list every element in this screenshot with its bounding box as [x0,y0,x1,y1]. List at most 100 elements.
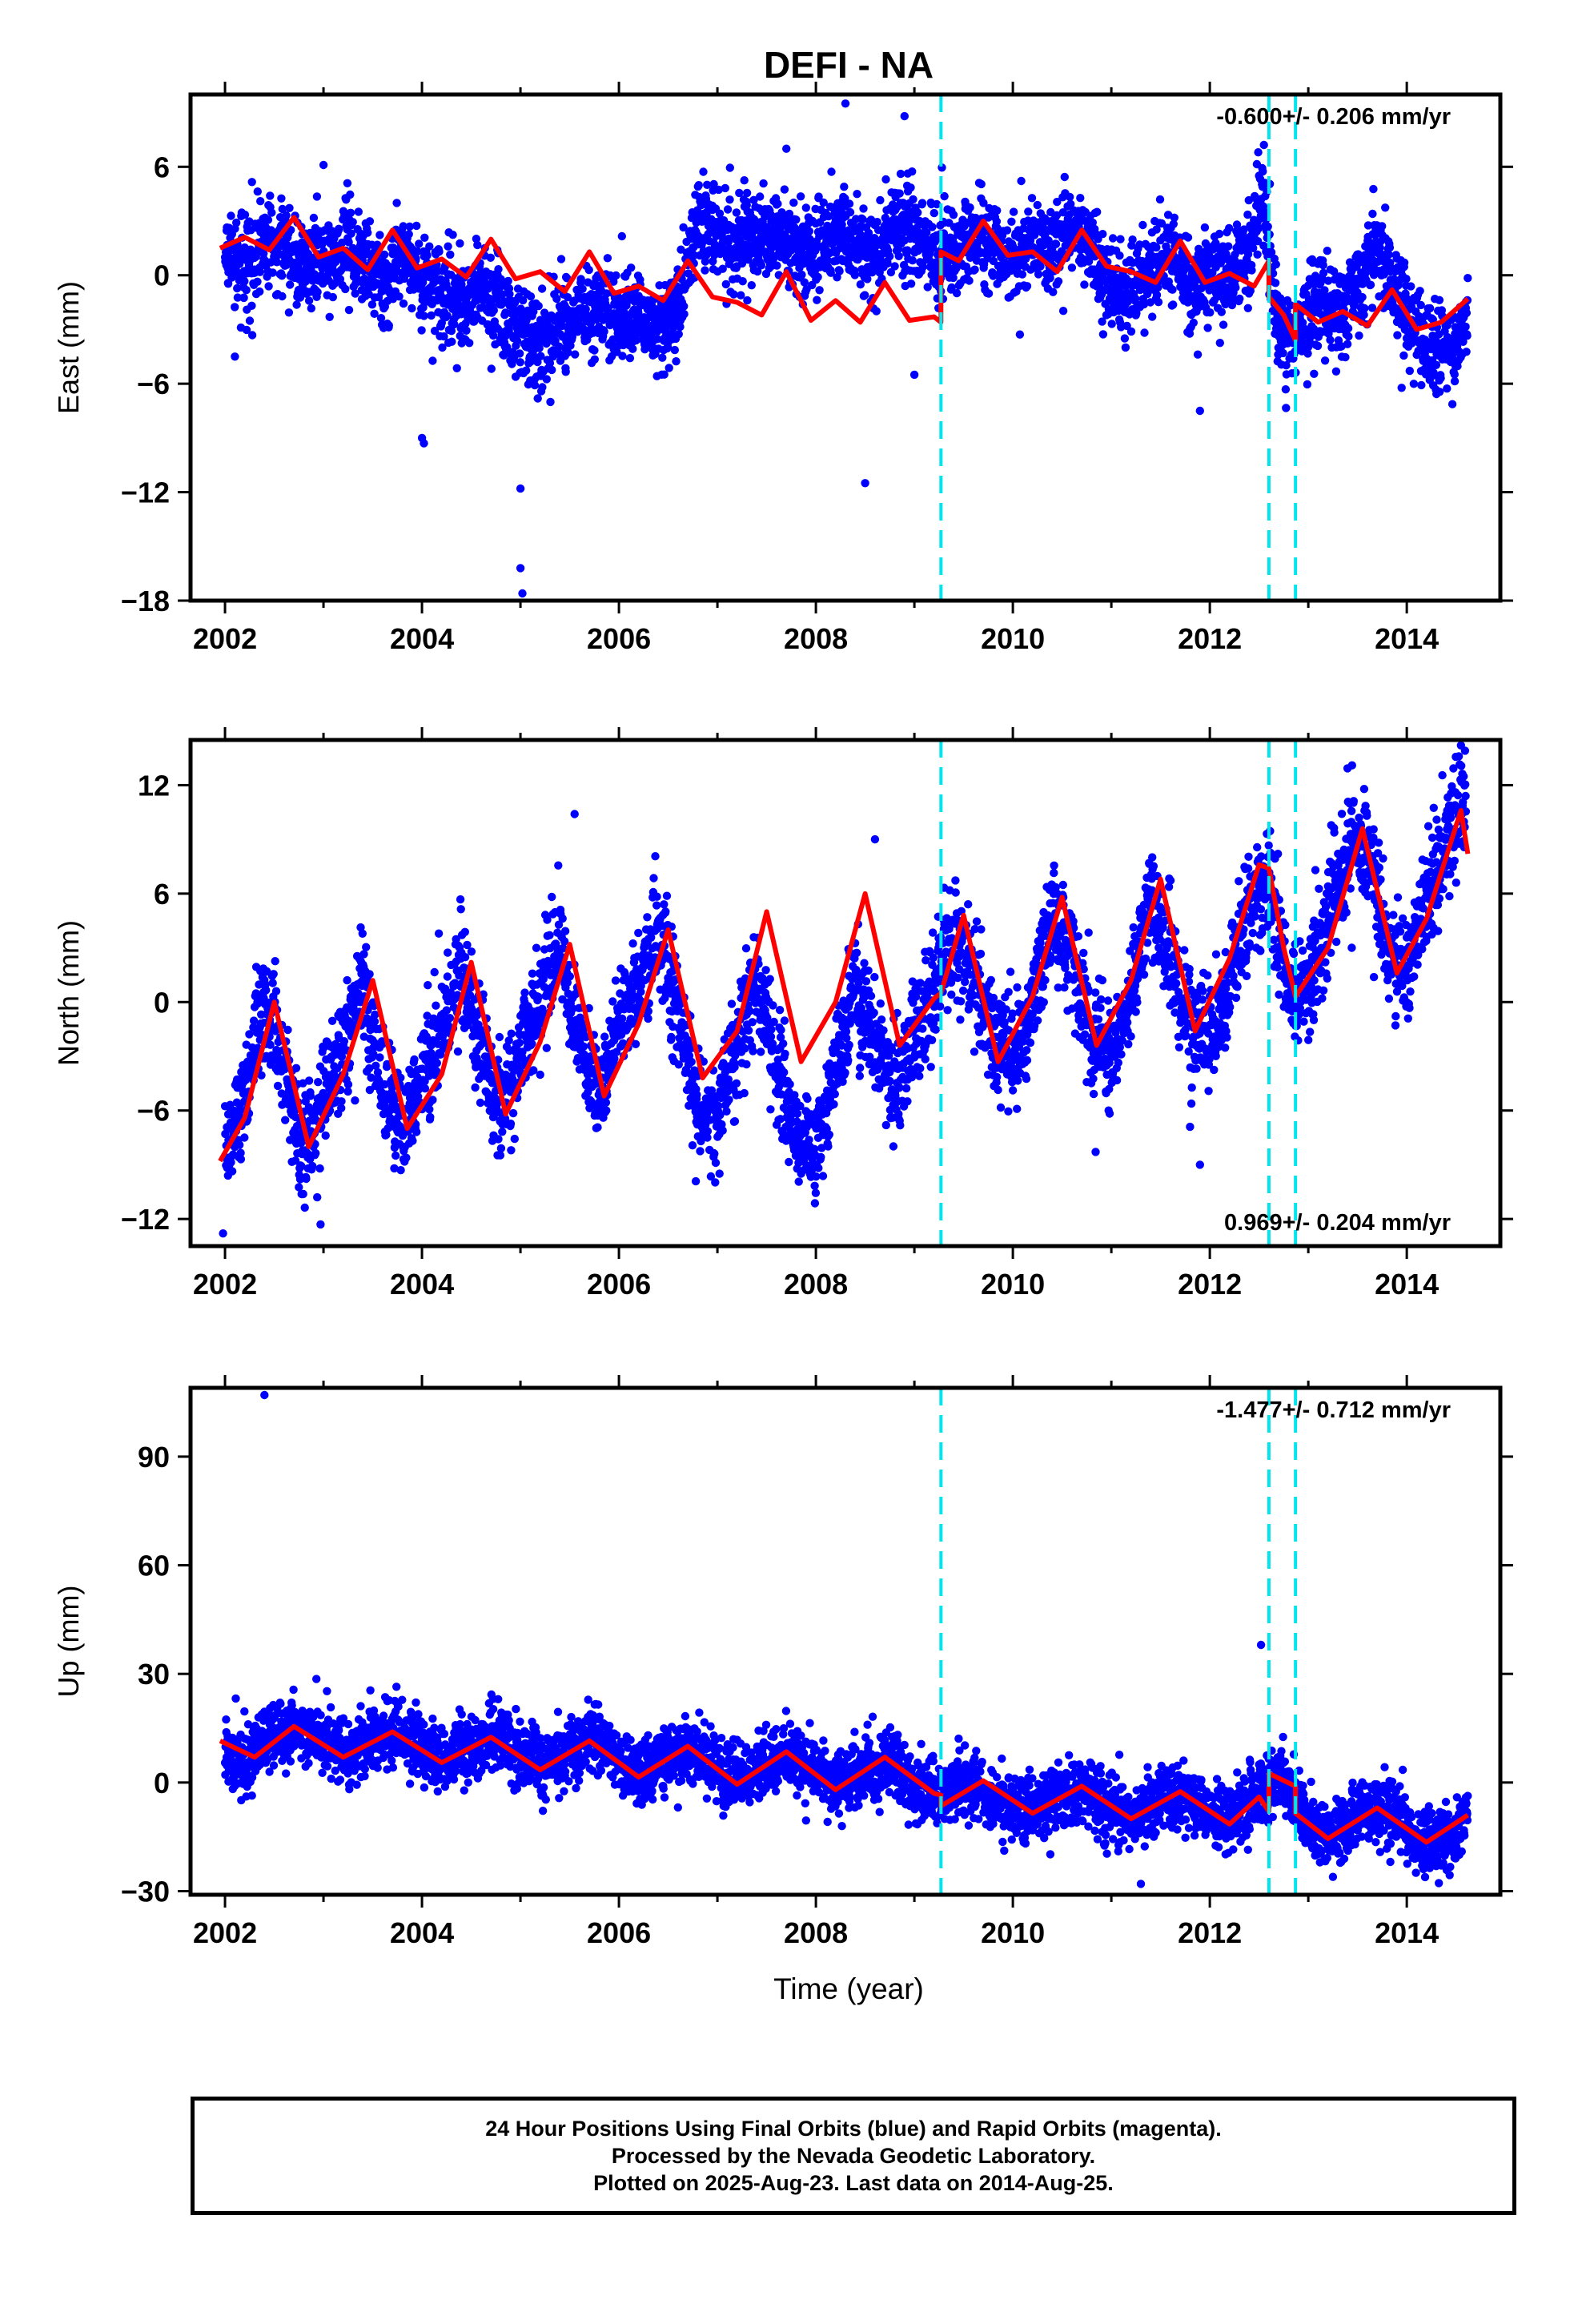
data-point [1384,250,1393,259]
data-point [909,195,917,204]
data-point [835,267,844,275]
data-point [285,203,294,212]
data-point [369,1050,378,1059]
data-point [390,1164,399,1173]
data-point [1330,267,1339,276]
data-point [1385,243,1395,252]
data-point [503,343,512,352]
data-point [227,211,235,220]
data-point [608,335,617,344]
data-point [813,272,822,282]
data-point [949,211,958,219]
data-point [1415,287,1424,296]
x-tick-label: 2012 [1178,622,1242,655]
data-point [535,344,544,352]
data-point [538,383,547,392]
data-point [519,296,528,305]
data-point [473,240,482,250]
data-point [658,353,667,362]
data-point [346,208,355,217]
data-point [1024,207,1033,216]
daily-position-points [220,746,1471,1212]
data-point [315,1164,324,1173]
data-point [396,1166,405,1175]
data-point [823,256,833,265]
data-point [325,312,334,321]
data-point [1108,234,1118,243]
data-point [908,256,917,265]
data-point [709,257,717,266]
data-point [354,989,363,998]
data-point [747,281,756,290]
data-point [634,308,643,317]
data-point [1215,229,1224,239]
data-point [367,1073,375,1082]
data-point [837,220,846,229]
data-point [1369,184,1378,194]
data-point [1271,279,1280,287]
data-point [1282,404,1291,412]
data-point [1120,334,1130,343]
data-point [371,1010,379,1019]
data-point [1279,348,1287,358]
data-point [1254,237,1263,246]
data-point [290,1106,299,1116]
data-point [402,1153,411,1162]
data-point [1428,315,1438,324]
data-point [721,279,730,289]
data-point [672,357,681,366]
data-point [233,293,243,302]
data-point [296,1139,306,1148]
outlier-point [231,352,239,361]
data-point [271,987,281,995]
data-point [1154,298,1163,307]
data-point [335,224,343,233]
data-point [1247,266,1256,275]
data-point [1399,351,1408,360]
data-point [365,970,374,979]
y-tick-label: −6 [137,368,170,400]
data-point [337,1104,346,1113]
data-point [1051,239,1061,248]
data-point [1007,217,1016,226]
data-point [391,1151,400,1160]
data-point [1259,140,1268,150]
data-point [1239,225,1248,234]
data-point [1303,380,1312,389]
data-point [1219,320,1228,329]
data-point [694,181,703,190]
data-point [1189,318,1199,328]
data-point [242,325,251,335]
data-point [1206,308,1215,317]
data-point [1128,235,1137,244]
data-point [1088,218,1098,227]
data-point [253,277,262,286]
data-point [1022,282,1032,291]
data-point [1054,277,1063,286]
data-point [665,364,673,372]
data-point [427,311,436,320]
data-point [1263,222,1272,231]
data-point [970,265,979,274]
data-point [861,291,869,300]
x-tick-label: 2014 [1375,622,1439,655]
data-point [375,231,384,239]
data-point [1036,262,1045,271]
data-point [312,192,322,201]
data-point [343,1087,352,1096]
outlier-point [841,99,850,108]
data-point [256,197,265,206]
data-point [255,267,264,276]
data-point [425,1105,434,1114]
data-point [679,223,688,232]
data-point [718,264,727,273]
data-point [262,986,271,995]
data-point [382,1130,391,1140]
data-point [1259,167,1267,176]
data-point [1405,366,1415,376]
data-point [239,293,248,303]
data-point [235,1140,244,1149]
data-point [223,279,233,288]
data-point [1378,222,1387,231]
